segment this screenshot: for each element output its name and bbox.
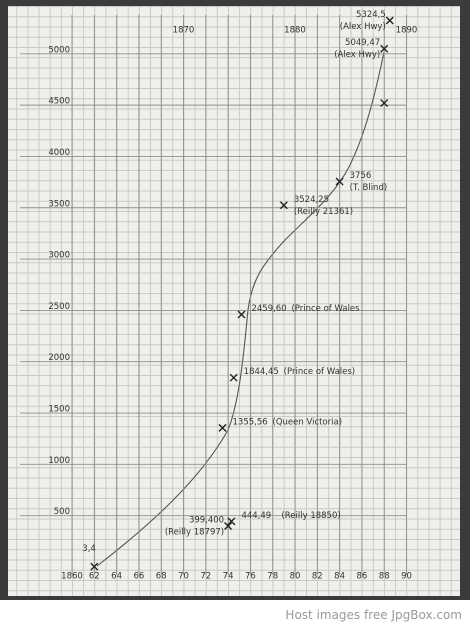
y-tick-label: 4000 [48, 148, 70, 158]
point-marker [279, 201, 288, 210]
x-tick-label: 70 [178, 572, 189, 582]
marker-stroke [380, 44, 389, 53]
data-label: 399,400 [189, 516, 224, 526]
marker-stroke [380, 99, 389, 108]
x2-tick-label: 1870 [173, 26, 195, 36]
marker-stroke [229, 373, 238, 382]
y-tick-label: 1500 [48, 405, 70, 415]
point-marker [237, 310, 246, 319]
data-label: 5324,5 [356, 10, 386, 20]
point-marker [229, 373, 238, 382]
point-note: (T. Blind) [350, 183, 388, 193]
y-tick-label: 4500 [48, 97, 70, 107]
x-tick-label: 86 [356, 572, 367, 582]
point-note: (Reilly 21361) [294, 207, 353, 217]
point-note: (Prince of Wales) [284, 367, 355, 377]
data-label: 2459,60 [251, 304, 286, 314]
x-tick-label: 1860 [61, 572, 83, 582]
point-marker [335, 177, 344, 186]
marker-stroke [218, 423, 227, 432]
x-tick-label: 68 [156, 572, 167, 582]
footer: Host images free JpgBox.com [285, 608, 462, 622]
x-tick-label: 64 [111, 572, 122, 582]
x-tick-label: 84 [334, 572, 345, 582]
point-marker [218, 423, 227, 432]
point-note: (Reilly 18850) [281, 511, 340, 521]
x-tick-label: 90 [401, 572, 412, 582]
x-tick-label: 66 [133, 572, 144, 582]
marker-stroke [224, 522, 233, 530]
y-tick-label: 3000 [48, 251, 70, 261]
x2-tick-label: 1880 [284, 26, 306, 36]
fitted-curve [96, 51, 385, 567]
x-tick-label: 72 [200, 572, 211, 582]
data-label: 3756 [350, 171, 372, 181]
x-tick-label: 80 [290, 572, 301, 582]
y-tick-label: 2000 [48, 353, 70, 363]
chart: 500 1000 1500 2000 2500 3000 3500 4000 4500 5000 1… [20, 10, 418, 582]
x2-tick-label: 1890 [396, 26, 418, 36]
x-tick-label: 76 [245, 572, 256, 582]
marker-stroke [335, 177, 344, 186]
x-tick-label: 74 [223, 572, 234, 582]
data-label: 1355,56 [233, 417, 268, 427]
point-marker [90, 562, 99, 571]
x-tick-label: 78 [267, 572, 278, 582]
x-tick-label: 88 [379, 572, 390, 582]
data-label: 3,4 [82, 544, 96, 554]
data-label: 5049,47 [345, 38, 380, 48]
y-tick-label: 2500 [48, 302, 70, 312]
marker-stroke [385, 16, 394, 25]
point-note: (Queen Victoria) [273, 417, 343, 427]
marker-stroke [237, 310, 246, 319]
data-label: 3524,25 [294, 195, 329, 205]
point-marker [385, 16, 394, 25]
x-tick-label: 82 [312, 572, 323, 582]
data-label: 1844,45 [244, 367, 279, 377]
x-tick-label: 62 [89, 572, 100, 582]
point-marker [380, 44, 389, 53]
y-tick-label: 3500 [48, 199, 70, 209]
y-tick-label: 5000 [48, 45, 70, 55]
marker-stroke [279, 201, 288, 210]
y-tick-label: 1000 [48, 456, 70, 466]
marker-stroke [227, 517, 236, 526]
point-note: (Alex Hwy) [334, 50, 380, 60]
point-marker [227, 517, 236, 526]
point-marker [224, 522, 233, 530]
point-marker [380, 99, 389, 108]
data-label: 444,49 [241, 511, 271, 521]
point-note: (Prince of Wales [291, 304, 360, 314]
y-tick-label: 500 [54, 507, 70, 517]
point-note: (Alex Hwy) [340, 22, 386, 32]
marker-stroke [90, 562, 99, 571]
point-note: (Reilly 18797) [165, 528, 224, 538]
